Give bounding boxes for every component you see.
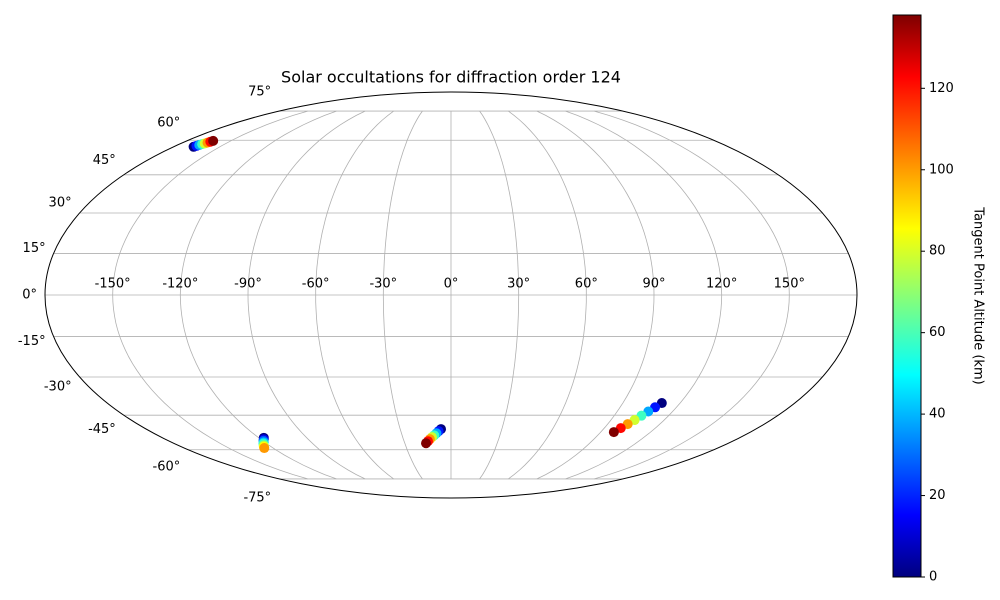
point (608, 427, 619, 438)
x-tick-label: 150° (774, 277, 805, 292)
point (259, 443, 270, 454)
x-tick-label: -60° (302, 277, 330, 292)
x-tick-label: 0° (444, 277, 459, 292)
x-tick-label: 30° (507, 277, 530, 292)
point (421, 438, 432, 449)
colorbar (892, 14, 922, 578)
y-tick-label: -45° (88, 422, 116, 437)
x-tick-label: 120° (706, 277, 737, 292)
y-tick-label: -60° (153, 460, 181, 475)
points (188, 135, 667, 454)
chart-title: Solar occultations for diffraction order… (281, 68, 621, 87)
y-tick-label: -15° (18, 334, 46, 349)
colorbar-tick-label: 40 (929, 407, 946, 422)
colorbar-tick-label: 60 (929, 325, 946, 340)
y-tick-label: 60° (157, 115, 180, 130)
map-boundary (44, 91, 858, 499)
y-tick-label: -75° (243, 491, 271, 506)
colorbar-tick-label: 80 (929, 244, 946, 259)
point (208, 135, 219, 146)
x-tick-label: -150° (95, 277, 131, 292)
y-tick-label: 45° (93, 153, 116, 168)
x-tick-label: 60° (575, 277, 598, 292)
x-tick-label: -30° (369, 277, 397, 292)
colorbar-tick-label: 120 (929, 81, 954, 96)
y-tick-label: 0° (22, 288, 37, 303)
colorbar-tick-label: 20 (929, 488, 946, 503)
graticule (45, 110, 857, 480)
x-tick-label: -90° (234, 277, 262, 292)
y-tick-label: 30° (49, 195, 72, 210)
y-tick-label: 15° (23, 241, 46, 256)
y-tick-label: 75° (248, 84, 271, 99)
colorbar-tick-label: 0 (929, 570, 937, 585)
x-tick-label: 90° (642, 277, 665, 292)
colorbar-label: Tangent Point Altitude (km) (971, 206, 986, 384)
colorbar-tick-label: 100 (929, 162, 954, 177)
y-tick-label: -30° (44, 380, 72, 395)
x-tick-label: -120° (162, 277, 198, 292)
